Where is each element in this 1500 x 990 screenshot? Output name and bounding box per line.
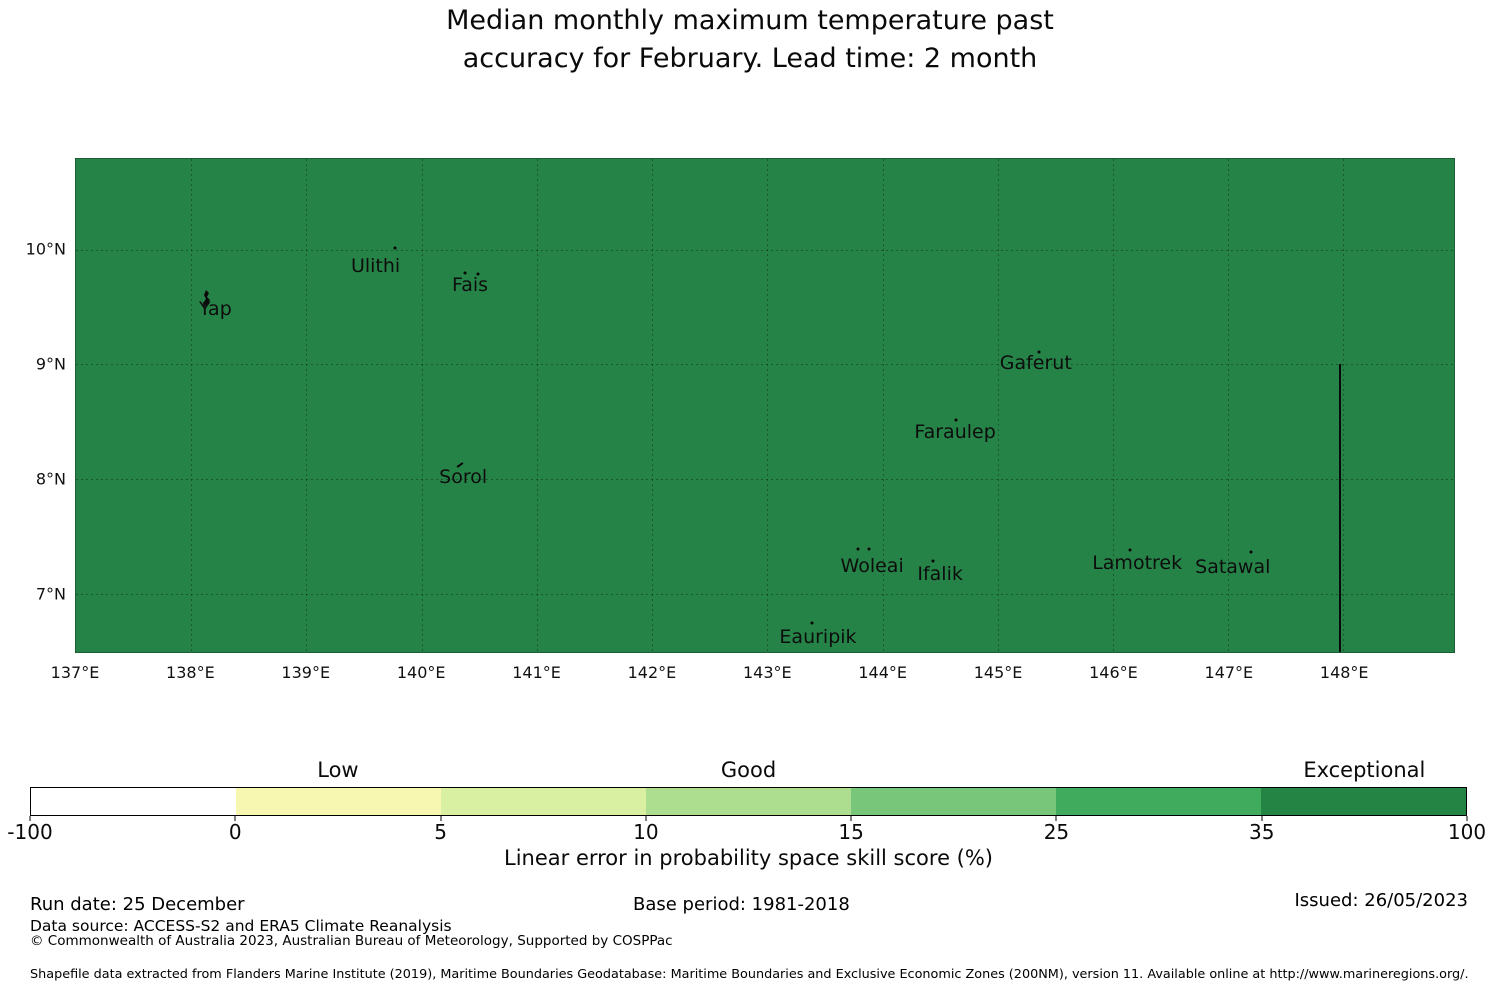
- colorbar-tickmark: [1466, 816, 1468, 821]
- footer-shapefile-attribution: Shapefile data extracted from Flanders M…: [30, 967, 1469, 982]
- island-label-ifalik: Ifalik: [917, 563, 963, 586]
- colorbar-segment-1: [236, 788, 441, 815]
- x-axis-tick-label: 137°E: [50, 663, 100, 682]
- y-axis-tick-label: 9°N: [35, 354, 66, 374]
- island-label-sorol: Sorol: [439, 465, 488, 488]
- x-axis-tick-label: 147°E: [1204, 663, 1254, 682]
- island-label-eauripik: Eauripik: [779, 626, 857, 649]
- footer-run-date: Run date: 25 December: [30, 894, 245, 915]
- x-axis-tick-label: 138°E: [166, 663, 215, 682]
- colorbar-tickmark: [440, 816, 442, 821]
- island-dot-fais: [463, 271, 467, 274]
- gridline-horizontal: [76, 478, 1454, 480]
- gridline-vertical: [421, 159, 423, 652]
- colorbar-axis-label: Linear error in probability space skill …: [504, 846, 993, 870]
- colorbar: [30, 787, 1467, 816]
- island-label-fais: Fais: [452, 274, 489, 297]
- gridline-horizontal: [76, 249, 1454, 251]
- colorbar-tick-label: 0: [228, 820, 242, 844]
- colorbar-category-good: Good: [720, 758, 777, 782]
- gridline-vertical: [536, 159, 538, 652]
- chart-title: Median monthly maximum temperature past …: [0, 2, 1500, 78]
- island-dot-woleai: [867, 547, 871, 551]
- island-dot-lamotrek: [1128, 548, 1132, 552]
- x-axis: 137°E 138°E 139°E 140°E 141°E 142°E 143°E 144°E…: [51, 663, 1455, 693]
- footer-base-period: Base period: 1981-2018: [633, 894, 850, 915]
- colorbar-tickmark: [29, 816, 31, 821]
- colorbar-tickmark: [1261, 816, 1263, 821]
- island-dot-ulithi: [393, 246, 397, 250]
- colorbar-tick-label: 15: [838, 820, 864, 844]
- island-dot-woleai: [856, 547, 860, 551]
- colorbar-category-low: Low: [317, 758, 359, 782]
- y-axis-tick-label: 8°N: [35, 469, 66, 489]
- colorbar-segment-6: [1261, 788, 1466, 815]
- gridline-vertical: [1112, 159, 1114, 652]
- chart-title-line1: Median monthly maximum temperature past: [446, 5, 1054, 36]
- colorbar-tick-label: 35: [1248, 820, 1275, 844]
- x-axis-tick-label: 144°E: [858, 663, 907, 682]
- island-label-woleai: Woleai: [840, 555, 904, 577]
- colorbar-segment-3: [646, 788, 851, 815]
- footer-issued-date: Issued: 26/05/2023: [1294, 890, 1468, 911]
- y-axis-tick-label: 10°N: [25, 239, 66, 259]
- island-label-gaferut: Gaferut: [999, 352, 1072, 375]
- gridline-vertical: [882, 159, 884, 652]
- x-axis-tick-label: 139°E: [281, 663, 331, 682]
- gridline-vertical: [1228, 159, 1230, 652]
- island-label-satawal: Satawal: [1195, 556, 1271, 579]
- x-axis-tick-label: 140°E: [396, 663, 446, 682]
- footer-copyright: © Commonwealth of Australia 2023, Austra…: [30, 933, 673, 949]
- island-label-faraulep: Faraulep: [914, 420, 996, 443]
- island-dot-eauripik: [810, 621, 814, 625]
- colorbar-tick-label: -100: [7, 820, 53, 844]
- gridline-vertical: [652, 159, 654, 652]
- colorbar-tickmark: [234, 816, 236, 821]
- island-label-lamotrek: Lamotrek: [1092, 551, 1183, 574]
- x-axis-tick-label: 148°E: [1319, 663, 1369, 682]
- island-dot-gaferut: [1037, 350, 1041, 354]
- colorbar-category-exceptional: Exceptional: [1303, 758, 1426, 782]
- y-axis-tick-label: 7°N: [35, 584, 66, 604]
- colorbar-tickmark: [850, 816, 852, 821]
- colorbar-segment-4: [851, 788, 1056, 815]
- colorbar-segment-0: [31, 788, 236, 815]
- gridline-vertical: [767, 159, 769, 652]
- gridline-vertical: [191, 159, 193, 652]
- island-label-ulithi: Ulithi: [350, 254, 401, 277]
- y-axis: 10°N 9°N 8°N 7°N: [0, 158, 66, 653]
- colorbar-ticks: -100 0 5 10 15 25 35 100: [7, 816, 1486, 850]
- colorbar-category-labels: Low Good Exceptional: [30, 758, 1467, 784]
- island-dot-satawal: [1249, 550, 1253, 554]
- island-dot-fais: [476, 272, 480, 276]
- colorbar-tick-label: 25: [1043, 820, 1070, 844]
- gridline-vertical: [306, 159, 308, 652]
- colorbar-segment-5: [1056, 788, 1261, 815]
- x-axis-tick-label: 142°E: [627, 663, 677, 682]
- footer-data-source: Data source: ACCESS-S2 and ERA5 Climate …: [30, 917, 452, 935]
- island-dot-ifalik: [931, 559, 935, 563]
- gridline-vertical: [1343, 159, 1345, 652]
- yap-island-shape: [200, 289, 216, 313]
- colorbar-tickmark: [1055, 816, 1057, 821]
- colorbar-tick-label: 10: [633, 820, 659, 844]
- island-dot-faraulep: [954, 418, 958, 422]
- eez-boundary-line: [1338, 364, 1341, 652]
- x-axis-tick-label: 145°E: [973, 663, 1023, 682]
- colorbar-tick-label: 100: [1447, 820, 1487, 844]
- x-axis-tick-label: 141°E: [512, 663, 561, 682]
- gridline-vertical: [997, 159, 999, 652]
- x-axis-tick-label: 146°E: [1089, 663, 1138, 682]
- colorbar-segment-2: [441, 788, 646, 815]
- gridline-horizontal: [76, 364, 1454, 366]
- colorbar-tick-label: 5: [434, 820, 447, 844]
- x-axis-tick-label: 143°E: [742, 663, 792, 682]
- chart-title-line2: accuracy for February. Lead time: 2 mont…: [462, 43, 1038, 74]
- colorbar-tickmark: [645, 816, 647, 821]
- map-canvas: Yap Ulithi Fais Sorol Gaferut Faraulep Woleai I…: [75, 158, 1455, 653]
- gridline-horizontal: [76, 593, 1454, 595]
